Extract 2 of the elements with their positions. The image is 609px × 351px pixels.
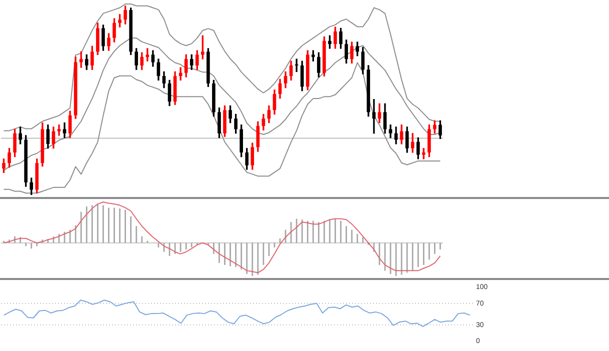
candlestick	[57, 124, 61, 136]
candlestick	[372, 98, 376, 134]
